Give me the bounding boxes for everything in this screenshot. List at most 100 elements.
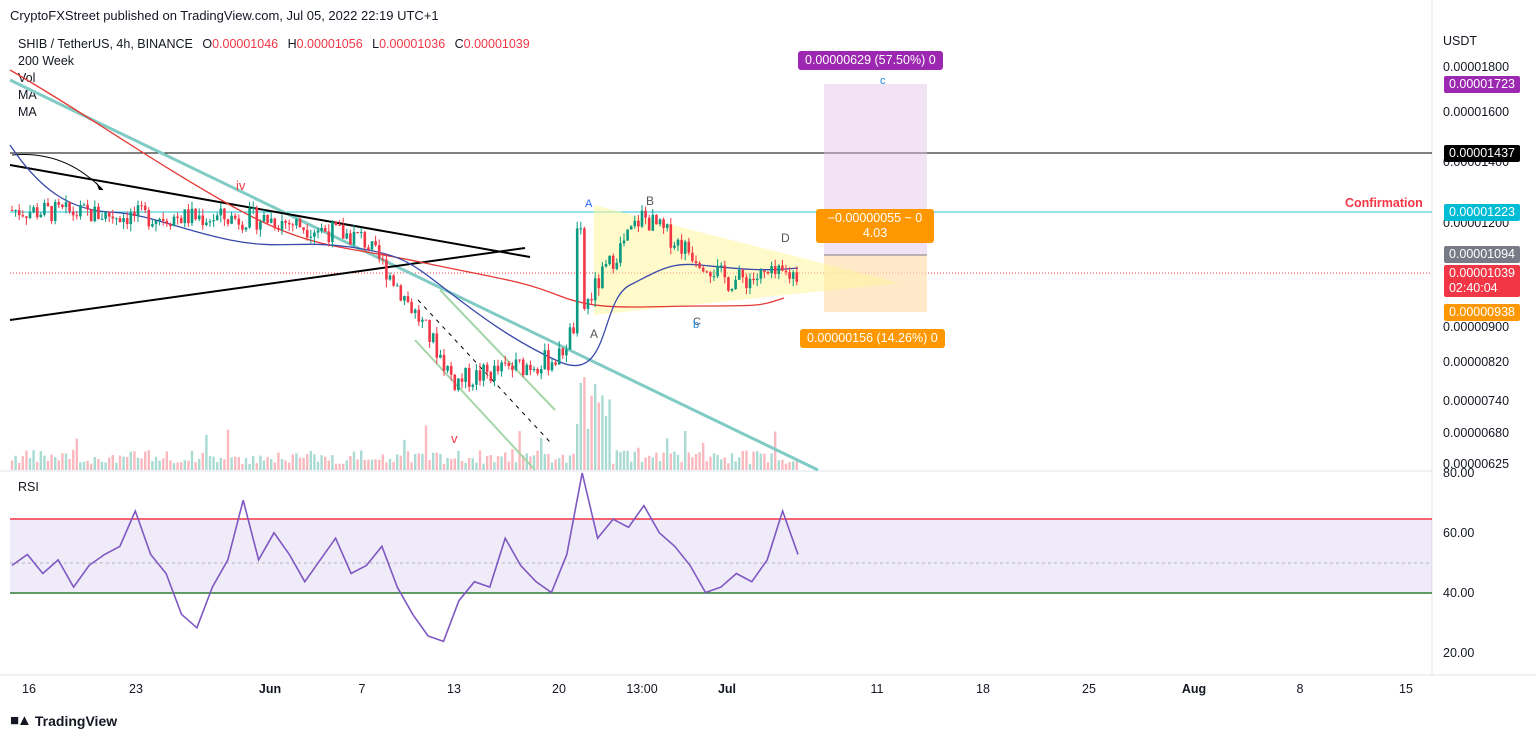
candle-body[interactable] [25,216,28,218]
candle-body[interactable] [190,208,194,224]
candle-body[interactable] [500,362,503,372]
candle-body[interactable] [737,269,741,280]
candle-body[interactable] [763,270,766,272]
candle-body[interactable] [644,210,647,218]
candle-body[interactable] [611,255,615,269]
stop-price-badge[interactable]: 0.00000938 [1443,304,1520,321]
indicator-vol[interactable]: Vol [18,71,36,85]
candle-body[interactable] [277,228,280,230]
candle-body[interactable] [705,271,709,273]
candle-body[interactable] [586,299,590,309]
candle-body[interactable] [475,370,478,385]
resistance-price-badge[interactable]: 0.00001437 [1443,145,1520,162]
candle-body[interactable] [176,216,179,218]
candle-body[interactable] [158,218,161,221]
candle-body[interactable] [395,285,399,287]
candle-body[interactable] [35,207,39,218]
candle-body[interactable] [111,216,115,219]
candle-body[interactable] [381,258,385,260]
candle-body[interactable] [183,209,187,224]
candle-body[interactable] [694,261,698,264]
candle-body[interactable] [532,368,536,370]
risk-reward-box[interactable]: −0.00000055 ~ 0 4.03 [816,209,934,243]
candle-body[interactable] [568,327,572,350]
candle-body[interactable] [169,223,172,227]
candle-body[interactable] [298,219,302,228]
candle-body[interactable] [709,272,712,277]
candle-body[interactable] [82,204,86,206]
candle-body[interactable] [734,279,737,289]
candle-body[interactable] [773,265,777,275]
candle-body[interactable] [359,232,363,234]
candle-body[interactable] [377,245,381,259]
candle-body[interactable] [327,231,331,243]
candle-body[interactable] [208,221,212,223]
candle-body[interactable] [107,211,111,217]
candle-body[interactable] [287,222,291,225]
candle-body[interactable] [244,227,248,230]
candle-body[interactable] [730,288,734,291]
candle-body[interactable] [691,252,694,262]
candle-body[interactable] [471,384,475,387]
candle-body[interactable] [511,365,514,371]
candle-body[interactable] [719,265,723,267]
candle-body[interactable] [61,204,64,208]
candle-body[interactable] [665,224,669,228]
candle-body[interactable] [489,371,493,381]
candle-body[interactable] [39,214,43,218]
candle-body[interactable] [421,319,424,322]
candle-body[interactable] [212,220,215,222]
candle-body[interactable] [539,369,543,374]
candle-body[interactable] [428,319,431,342]
candle-body[interactable] [788,272,791,279]
candle-body[interactable] [313,232,316,237]
candle-body[interactable] [280,220,284,230]
candle-body[interactable] [233,215,237,219]
candle-body[interactable] [791,272,795,279]
candle-body[interactable] [777,265,781,275]
candle-body[interactable] [223,208,226,220]
ma-red-line[interactable] [9,69,785,308]
candle-body[interactable] [561,348,565,356]
candle-body[interactable] [547,350,550,371]
candle-body[interactable] [698,263,701,268]
candle-body[interactable] [187,209,190,224]
candle-body[interactable] [417,309,421,322]
ma-price-badge[interactable]: 0.00001094 [1443,246,1520,263]
candle-body[interactable] [356,232,359,234]
wedge-upper-line[interactable] [9,164,531,258]
rsi-label[interactable]: RSI [18,480,39,494]
candle-body[interactable] [795,272,799,282]
candle-body[interactable] [284,220,287,223]
candle-body[interactable] [557,348,561,365]
candle-body[interactable] [413,309,417,314]
candle-body[interactable] [727,277,730,291]
candle-body[interactable] [669,224,673,248]
candle-body[interactable] [633,220,637,227]
candle-body[interactable] [295,219,298,226]
candle-body[interactable] [32,207,35,213]
candle-body[interactable] [226,219,230,224]
candle-body[interactable] [241,224,244,230]
candle-body[interactable] [385,259,388,280]
candle-body[interactable] [442,354,446,371]
candle-body[interactable] [89,209,93,222]
candle-body[interactable] [248,208,251,228]
descending-trendline[interactable] [9,78,819,472]
candle-body[interactable] [129,211,133,225]
candle-body[interactable] [543,350,547,370]
candle-body[interactable] [165,220,169,224]
candle-body[interactable] [338,224,341,226]
candle-body[interactable] [331,221,334,243]
target-info-box[interactable]: 0.00000629 (57.50%) 0 [798,51,943,70]
candle-body[interactable] [629,226,633,230]
candle-body[interactable] [219,208,223,216]
candle-body[interactable] [683,241,687,254]
legend-symbol[interactable]: SHIB / TetherUS, 4h, BINANCE [18,37,193,51]
candle-body[interactable] [305,229,309,238]
candle-body[interactable] [424,319,428,321]
candle-body[interactable] [457,378,460,390]
candle-body[interactable] [215,215,219,221]
candle-body[interactable] [626,229,629,241]
candle-body[interactable] [453,374,457,390]
